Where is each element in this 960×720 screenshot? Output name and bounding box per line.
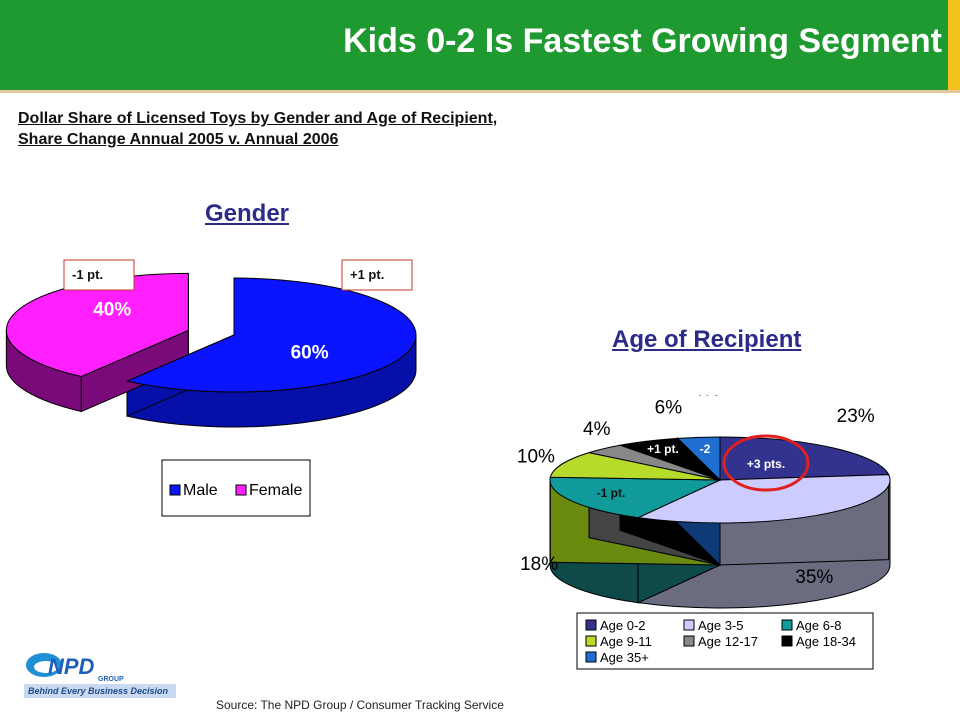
data-label-age-35: 4% — [692, 395, 720, 400]
legend-label-age-35: Age 35+ — [600, 650, 649, 665]
data-label-age-12-17: 4% — [583, 419, 611, 440]
pie-slice-age-6-8 — [549, 476, 721, 519]
pie-slice-male — [125, 277, 417, 393]
annotation-age-6-8: -1 pt. — [597, 486, 626, 500]
legend-swatch-age-12-17 — [683, 635, 695, 647]
age-chart-title: Age of Recipient — [612, 326, 802, 353]
legend-label-age-6-8: Age 6-8 — [796, 618, 842, 633]
legend-swatch-age-18-34 — [781, 635, 793, 647]
legend-label-age-12-17: Age 12-17 — [698, 634, 758, 649]
legend-swatch-male — [169, 484, 181, 496]
annotation-female: -1 pt. — [72, 267, 103, 282]
legend-swatch-age-35 — [585, 651, 597, 663]
legend-label-age-0-2: Age 0-2 — [600, 618, 646, 633]
header-accent — [948, 0, 960, 90]
logo-tagline: Behind Every Business Decision — [28, 686, 169, 696]
age-legend: Age 0-2 Age 3-5 Age 6-8 Age 9-11 Age 12-17 Ag… — [576, 612, 874, 670]
header-bar — [0, 0, 948, 90]
gender-chart-title: Gender — [205, 200, 290, 227]
annotation-box-female — [63, 259, 135, 291]
annotation-box-male — [341, 259, 413, 291]
legend-label-male: Male — [183, 482, 218, 499]
pie-slice-age-3-5 — [636, 474, 891, 524]
age-pie-chart: 23% 35% 18% 10% 4% 6% 4% +3 pts. -2 +1 pt. -1 pt. — [517, 395, 891, 609]
header-divider — [0, 90, 960, 93]
logo-group: GROUP — [98, 676, 124, 683]
legend-swatch-age-9-11 — [585, 635, 597, 647]
data-label-age-3-5: 35% — [795, 567, 833, 588]
source-note: Source: The NPD Group / Consumer Trackin… — [216, 698, 504, 712]
npd-logo: NPD GROUP Behind Every Business Decision — [24, 653, 176, 698]
annotation-age-35: -2 — [700, 442, 711, 456]
legend-label-age-9-11: Age 9-11 — [600, 634, 652, 649]
age-legend-box — [576, 612, 874, 670]
data-label-age-6-8: 18% — [520, 554, 558, 575]
data-label-female: 40% — [93, 299, 131, 320]
logo-text: NPD — [48, 654, 95, 679]
annotation-age-0-2: +3 pts. — [747, 457, 785, 471]
data-label-age-18-34: 6% — [655, 397, 683, 418]
highlight-circle-age-0-2 — [722, 434, 810, 492]
pie-slice-age-35 — [676, 436, 721, 482]
annotation-male: +1 pt. — [350, 267, 384, 282]
pie-slice-age-9-11 — [549, 452, 721, 481]
legend-label-female: Female — [249, 482, 302, 499]
legend-swatch-age-6-8 — [781, 619, 793, 631]
gender-pie-chart: 60% 40% -1 pt. +1 pt. Male Female — [5, 259, 417, 517]
annotation-age-18-34: +1 pt. — [647, 442, 679, 456]
legend-label-age-18-34: Age 18-34 — [796, 634, 856, 649]
data-label-age-9-11: 10% — [517, 446, 555, 467]
data-label-age-0-2: 23% — [837, 406, 875, 427]
legend-swatch-age-3-5 — [683, 619, 695, 631]
legend-swatch-female — [235, 484, 247, 496]
legend-swatch-age-0-2 — [585, 619, 597, 631]
chart-subtitle: Dollar Share of Licensed Toys by Gender … — [18, 110, 498, 148]
page-title: Kids 0-2 Is Fastest Growing Segment — [343, 22, 942, 60]
data-label-male: 60% — [291, 343, 329, 364]
legend-label-age-3-5: Age 3-5 — [698, 618, 744, 633]
